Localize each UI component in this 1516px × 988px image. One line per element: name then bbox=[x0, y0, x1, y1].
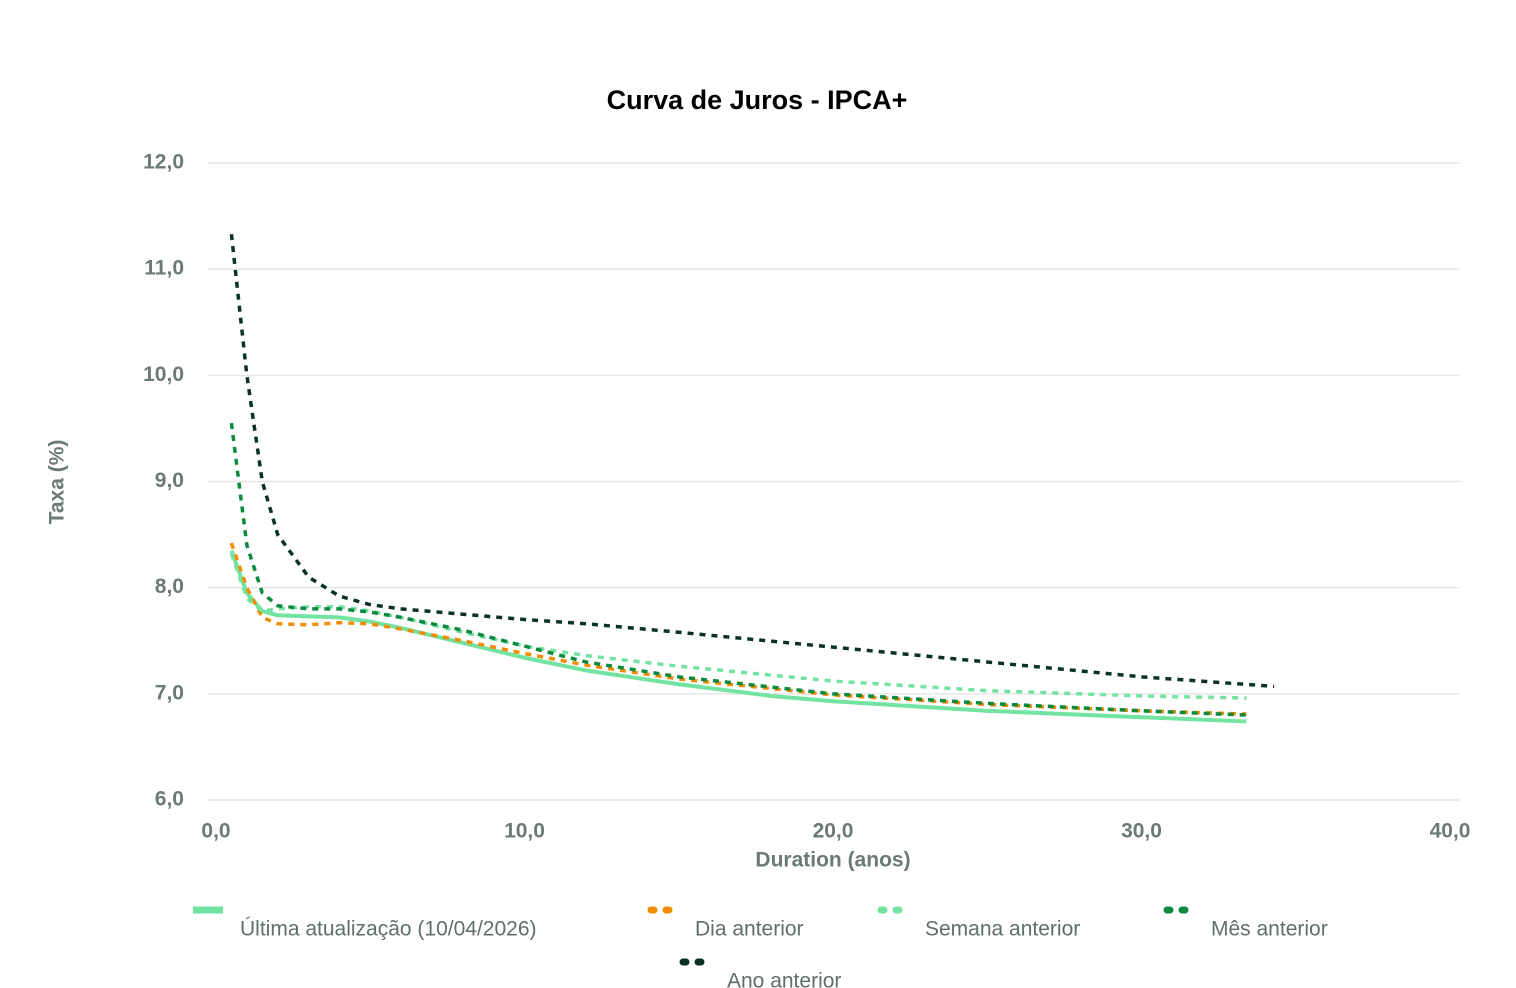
y-tick-label: 12,0 bbox=[143, 151, 184, 174]
series-line bbox=[229, 553, 1247, 700]
y-tick-label: 8,0 bbox=[155, 575, 184, 598]
x-tick-label: 10,0 bbox=[504, 820, 545, 843]
x-tick-label: 40,0 bbox=[1430, 820, 1471, 843]
series-line bbox=[229, 233, 1275, 689]
y-tick-label: 7,0 bbox=[155, 681, 184, 704]
legend-label: Última atualização (10/04/2026) bbox=[240, 918, 537, 941]
series-line bbox=[229, 542, 1247, 716]
y-axis-label: Taxa (%) bbox=[46, 440, 69, 525]
y-tick-label: 6,0 bbox=[155, 788, 184, 811]
legend-label: Mês anterior bbox=[1211, 918, 1328, 941]
legend-label: Semana anterior bbox=[925, 918, 1080, 941]
legend-label: Dia anterior bbox=[695, 918, 804, 941]
chart-title: Curva de Juros - IPCA+ bbox=[607, 85, 908, 115]
y-tick-label: 11,0 bbox=[144, 257, 184, 280]
legend-label: Ano anterior bbox=[727, 970, 841, 988]
series-line bbox=[229, 422, 1247, 717]
y-tick-label: 10,0 bbox=[143, 363, 184, 386]
x-tick-label: 20,0 bbox=[813, 820, 854, 843]
x-tick-label: 0,0 bbox=[201, 820, 230, 843]
x-axis-label: Duration (anos) bbox=[755, 849, 910, 872]
y-tick-label: 9,0 bbox=[155, 469, 184, 492]
x-tick-label: 30,0 bbox=[1121, 820, 1162, 843]
series-line bbox=[229, 549, 1247, 724]
